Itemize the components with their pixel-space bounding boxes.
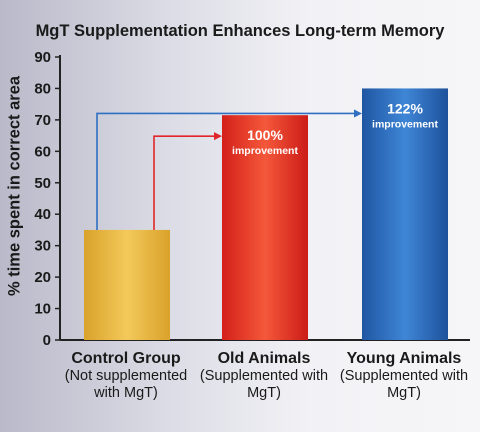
category-subtitle: (Not supplemented with MgT) <box>64 368 188 401</box>
category-subtitle: (Supplemented with MgT) <box>199 368 329 401</box>
annotation-percent: 100% <box>247 127 283 143</box>
y-tick-label: 70 <box>34 112 51 129</box>
category-subtitle: (Supplemented with MgT) <box>339 368 469 401</box>
y-tick-label: 90 <box>34 49 51 66</box>
y-tick-label: 50 <box>34 175 51 192</box>
y-tick-label: 80 <box>34 80 51 97</box>
bar-young-animals <box>362 88 448 340</box>
category-name: Old Animals <box>217 350 311 367</box>
category-label-young-animals: Young Animals (Supplemented with MgT) <box>329 350 479 402</box>
improvement-arrow-old <box>153 132 222 230</box>
y-tick-label: 20 <box>34 269 51 286</box>
annotation-text: improvement <box>232 145 298 157</box>
y-tick-label: 0 <box>43 332 51 349</box>
chart-title: MgT Supplementation Enhances Long-term M… <box>35 22 445 40</box>
y-tick-label: 40 <box>34 206 51 223</box>
annotation-text: improvement <box>372 118 438 130</box>
category-label-old-animals: Old Animals (Supplemented with MgT) <box>189 350 339 402</box>
annotation-percent: 122% <box>387 100 423 116</box>
category-label-control-group: Control Group (Not supplemented with MgT… <box>51 350 201 402</box>
improvement-arrow-young <box>96 109 362 230</box>
bar-old-animals <box>222 115 308 340</box>
y-tick-label: 10 <box>34 301 51 318</box>
y-tick-label: 30 <box>34 238 51 255</box>
bar-control-group <box>84 229 170 340</box>
category-name: Control Group <box>71 350 181 367</box>
category-name: Young Animals <box>346 350 462 367</box>
y-tick-label: 60 <box>34 143 51 160</box>
